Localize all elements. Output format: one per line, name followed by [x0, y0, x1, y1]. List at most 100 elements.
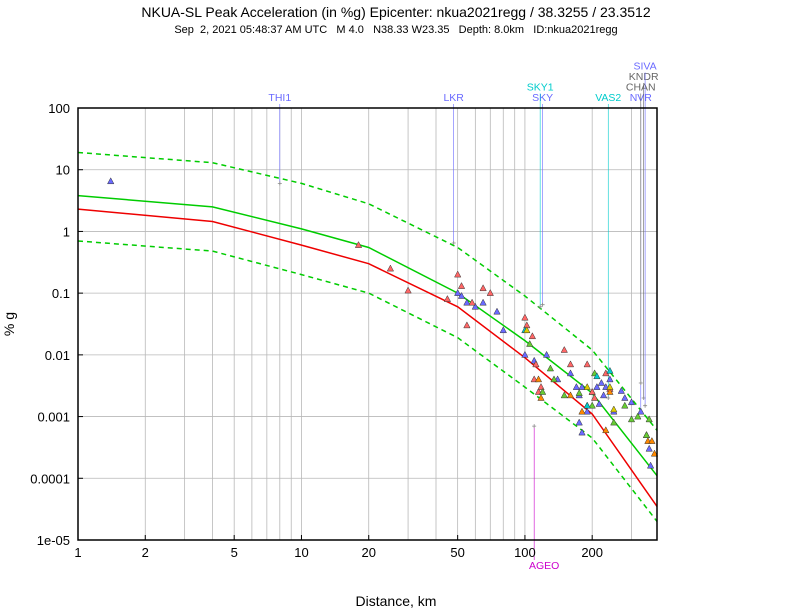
station-point [645, 444, 653, 452]
station-label: AGEO [529, 560, 559, 572]
station-point [588, 387, 596, 395]
station-point [521, 350, 529, 358]
station-cross-marker [532, 424, 537, 429]
station-point [621, 401, 629, 409]
station-label: VAS2 [595, 92, 621, 104]
station-cross-marker [638, 380, 643, 385]
station-point [537, 393, 545, 401]
station-label: SKY [532, 92, 553, 104]
prediction-bound-curve [77, 151, 658, 431]
station-point [583, 383, 591, 390]
station-point [610, 405, 618, 413]
y-tick-label: 0.001 [37, 410, 70, 425]
station-point [471, 302, 479, 310]
station-point [479, 298, 487, 306]
station-label: SKY1 [527, 82, 554, 94]
station-points [107, 177, 659, 469]
station-point [617, 386, 625, 394]
station-point [550, 375, 558, 383]
station-cross-marker [643, 403, 648, 408]
y-tick-label: 10 [56, 163, 70, 178]
grid [77, 107, 657, 541]
station-point [454, 289, 462, 296]
station-point [572, 383, 581, 390]
station-point [107, 177, 115, 185]
station-point [463, 298, 471, 306]
prediction-median-curve [77, 208, 658, 507]
station-point [593, 383, 601, 390]
station-point [546, 364, 555, 372]
y-tick-label: 1 [63, 224, 70, 239]
station-point [530, 375, 538, 383]
station-point [606, 383, 614, 390]
station-point [560, 345, 568, 353]
station-point [593, 372, 601, 380]
station-point [575, 418, 583, 426]
x-tick-label: 10 [294, 545, 308, 560]
x-tick-label: 2 [142, 545, 149, 560]
station-label: KNDR [629, 71, 659, 83]
station-point [486, 289, 494, 296]
station-cross-marker [451, 240, 456, 245]
station-point [621, 393, 629, 401]
station-point [493, 307, 501, 315]
station-label: THI1 [268, 92, 291, 104]
station-point [610, 418, 618, 426]
x-tick-label: 100 [514, 545, 536, 560]
station-point [523, 326, 531, 334]
station-point [606, 375, 614, 383]
station-point [578, 428, 586, 436]
station-point [457, 291, 466, 299]
station-point [499, 326, 507, 334]
y-axis-label: % g [1, 312, 17, 336]
station-point [578, 407, 586, 415]
y-tick-label: 0.0001 [30, 471, 70, 486]
station-point [454, 270, 462, 278]
station-point [526, 339, 534, 347]
station-label: SIVA [634, 61, 657, 73]
station-point [534, 375, 543, 383]
station-point [602, 426, 610, 434]
station-point [386, 264, 395, 272]
station-point [457, 282, 466, 289]
station-point [542, 350, 551, 358]
station-point [588, 401, 596, 409]
station-label: CHAN [626, 82, 656, 94]
station-point [599, 391, 608, 399]
station-point [606, 366, 614, 374]
station-point [646, 461, 655, 469]
station-point [521, 313, 529, 321]
station-cross-marker [277, 181, 282, 186]
x-tick-label: 5 [231, 545, 238, 560]
prediction-bound-curve [77, 240, 658, 522]
prediction-curves [77, 151, 658, 522]
station-point [443, 295, 452, 302]
station-point [637, 407, 645, 415]
station-point [566, 369, 575, 377]
station-point [645, 415, 653, 423]
station-point [578, 383, 586, 390]
station-point [583, 401, 591, 409]
station-point [463, 321, 471, 329]
chart-subtitle: Sep 2, 2021 05:48:37 AM UTC M 4.0 N38.33… [174, 24, 618, 36]
station-point [560, 391, 568, 399]
station-point [354, 241, 363, 248]
y-tick-label: 0.01 [45, 348, 70, 363]
station-point [528, 332, 537, 340]
y-tick-label: 1e-05 [37, 533, 70, 548]
station-cross-marker [538, 304, 543, 309]
x-tick-label: 1 [74, 545, 81, 560]
axis-ticks: 1 2 5 10 20 50 100 200 1e-05 0.0001 0.001 0.01 0.1 1 1… [30, 101, 603, 560]
station-point [575, 389, 583, 396]
station-cross-marker [540, 302, 545, 307]
station-point [538, 387, 547, 395]
y-tick-label: 0.1 [52, 286, 70, 301]
station-point [468, 298, 476, 306]
station-point [606, 387, 614, 395]
station-point [566, 391, 575, 399]
station-point [583, 360, 591, 368]
station-point [642, 431, 651, 438]
station-point [532, 360, 540, 368]
station-point [627, 398, 636, 406]
